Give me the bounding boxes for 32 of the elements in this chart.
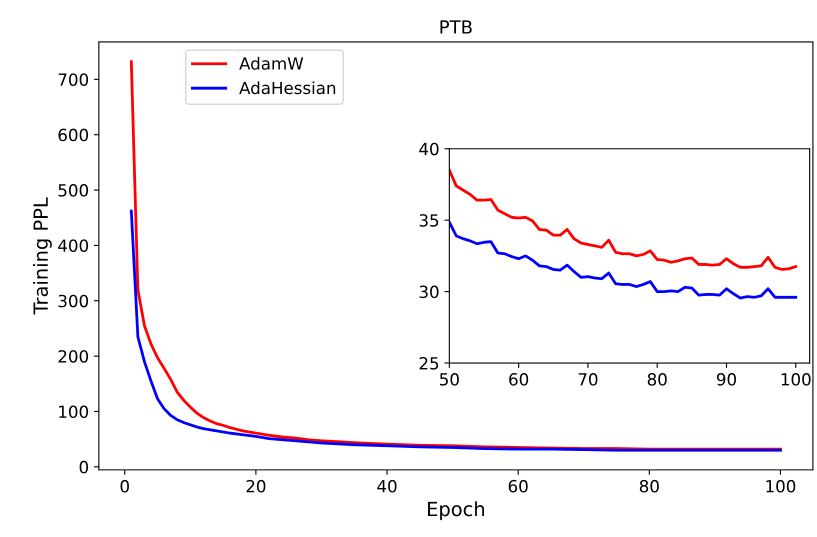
y-tick-label: 300 [58, 294, 88, 308]
legend-label: AdaHessian [239, 81, 336, 94]
x-tick-label: 40 [377, 480, 397, 492]
y-tick-label: 0 [80, 460, 88, 474]
line-series [130, 210, 782, 452]
x-tick-label: 20 [246, 480, 266, 492]
x-tick-label: 100 [782, 373, 811, 386]
y-tick-label: 700 [58, 73, 88, 86]
line-series [449, 168, 798, 271]
y-tick-label: 600 [58, 128, 88, 142]
y-tick-label: 40 [419, 142, 439, 156]
y-tick-label: 25 [420, 356, 438, 370]
x-tick-label: 60 [509, 373, 528, 386]
y-tick-label: 30 [420, 286, 439, 298]
line-series [449, 220, 798, 300]
x-tick-label: 70 [578, 373, 598, 386]
y-tick-label: 100 [59, 405, 88, 418]
y-tick-label: 200 [58, 350, 88, 363]
y-tick-label: 500 [58, 184, 88, 197]
legend-label: AdamW [239, 56, 304, 70]
x-tick-label: 80 [648, 373, 667, 386]
y-axis-title: Training PPL [32, 197, 52, 315]
y-tick-label: 35 [420, 214, 438, 227]
x-tick-label: 90 [716, 373, 736, 386]
x-tick-label: 80 [640, 480, 659, 492]
x-tick-label: 100 [766, 480, 796, 492]
y-tick-label: 400 [58, 239, 88, 252]
chart-title: PTB [440, 20, 472, 34]
x-tick-label: 60 [508, 480, 528, 492]
x-axis-title: Epoch [428, 501, 484, 520]
x-tick-label: 50 [440, 373, 459, 386]
x-tick-label: 0 [120, 480, 129, 492]
